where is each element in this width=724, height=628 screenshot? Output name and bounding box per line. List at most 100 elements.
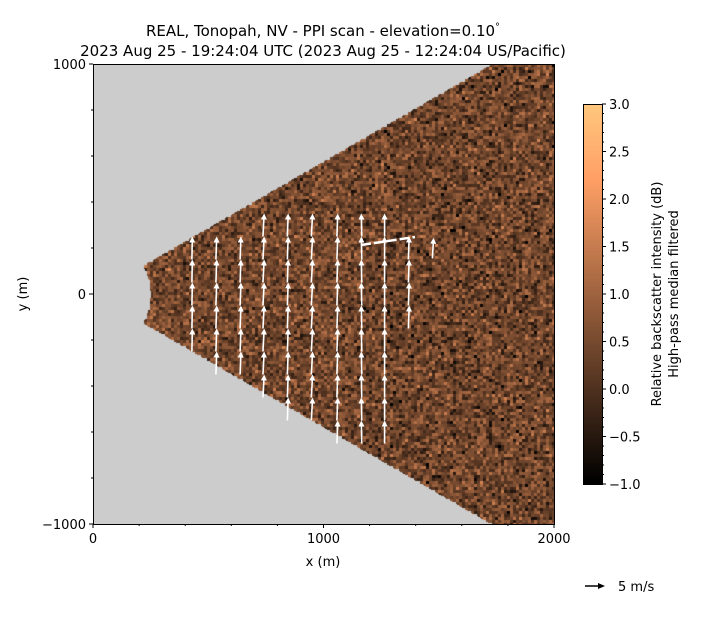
wind-vector-head — [358, 236, 365, 243]
wind-vector-head — [309, 282, 316, 289]
wind-vector — [309, 328, 316, 352]
wind-vector — [189, 236, 196, 260]
wind-vector-shaft — [286, 310, 289, 329]
wind-vector-head — [213, 259, 220, 266]
quiver-key: 5 m/s — [585, 580, 654, 595]
wind-vector — [284, 213, 291, 237]
wind-vector — [358, 397, 365, 421]
wind-vector — [237, 282, 244, 306]
wind-vector-head — [284, 328, 291, 335]
wind-vector-head — [260, 259, 267, 266]
wind-vector-shaft — [431, 242, 435, 259]
y-axis-label: y (m) — [16, 277, 31, 312]
wind-vector-shaft — [310, 264, 314, 283]
wind-vector-head — [334, 259, 341, 266]
wind-vector-head — [189, 282, 196, 289]
wind-vector-head — [358, 305, 365, 312]
wind-vector-shaft — [336, 264, 339, 283]
wind-vector-head — [260, 282, 267, 289]
wind-vector — [381, 328, 388, 352]
colorbar-tick-label: 2.0 — [609, 193, 630, 208]
wind-vector-shaft — [215, 241, 218, 260]
wind-vector-shaft — [336, 241, 339, 260]
wind-vector-shaft — [407, 241, 410, 260]
y-tick-label: 1000 — [53, 58, 86, 73]
wind-vector — [213, 259, 220, 283]
wind-vector-shaft — [310, 333, 314, 352]
wind-vector — [430, 237, 437, 259]
wind-vector-head — [260, 236, 267, 243]
wind-vector-shaft — [407, 310, 410, 329]
wind-vector — [358, 236, 365, 260]
quiver-key-arrowhead — [598, 583, 605, 589]
wind-vector — [381, 397, 388, 421]
wind-vector-shaft — [286, 379, 289, 398]
wind-vector — [213, 236, 220, 260]
wind-vector-shaft — [215, 356, 218, 375]
wind-vector-shaft — [262, 218, 265, 237]
wind-vector — [405, 282, 412, 306]
wind-vector-head — [237, 305, 244, 312]
wind-vector — [405, 259, 412, 283]
wind-vector-head — [260, 213, 267, 220]
wind-vector-head — [334, 282, 341, 289]
wind-vector-head — [284, 374, 291, 381]
wind-vector — [309, 259, 316, 283]
wind-vector — [309, 305, 316, 329]
wind-vector-shaft — [336, 379, 339, 398]
wind-vector-head — [284, 236, 291, 243]
wind-vector-head — [260, 328, 267, 335]
colorbar-tick-label: 1.5 — [609, 241, 630, 256]
wind-vector-head — [358, 397, 365, 404]
wind-vector-head — [430, 237, 437, 244]
wind-vector — [381, 259, 388, 283]
wind-vector-shaft — [286, 264, 289, 283]
wind-vector-head — [405, 282, 412, 289]
colorbar-tick-label: 1.0 — [609, 288, 630, 303]
wind-vector — [309, 282, 316, 306]
colorbar-gradient — [583, 104, 602, 484]
wind-vector-head — [213, 236, 220, 243]
wind-vector — [237, 259, 244, 283]
wind-vector-head — [284, 397, 291, 404]
wind-vector-shaft — [310, 218, 314, 237]
wind-vector-head — [309, 259, 316, 266]
wind-vector-shaft — [336, 310, 339, 329]
wind-vector-head — [358, 282, 365, 289]
wind-vector-shaft — [310, 241, 314, 260]
colorbar-frame — [583, 104, 603, 485]
wind-vector — [334, 305, 341, 329]
wind-vector-shaft — [215, 310, 218, 329]
wind-vector — [334, 397, 341, 421]
wind-vector — [260, 351, 267, 375]
wind-vector-head — [309, 328, 316, 335]
wind-vector-head — [358, 259, 365, 266]
colorbar-tick-label: 3.0 — [609, 98, 630, 113]
wind-vector-shaft — [215, 264, 218, 283]
wind-vector-shaft — [336, 287, 339, 306]
wind-vector — [284, 328, 291, 352]
y-tick-label: −1000 — [42, 518, 86, 533]
wind-vector-shaft — [262, 264, 265, 283]
wind-vector-head — [381, 397, 388, 404]
wind-vector-shaft — [262, 356, 265, 375]
wind-vector — [334, 420, 341, 444]
wind-vector — [334, 259, 341, 283]
wind-vector-shaft — [239, 241, 242, 260]
wind-vector-head — [358, 374, 365, 381]
wind-vector-shaft — [407, 264, 410, 283]
wind-vector-head — [237, 282, 244, 289]
wind-vector — [284, 374, 291, 398]
wind-vector-shaft — [286, 287, 289, 306]
wind-vector — [358, 259, 365, 283]
wind-vector-head — [334, 351, 341, 358]
wind-vector-shaft — [310, 379, 314, 398]
wind-vector — [334, 282, 341, 306]
wind-vector — [381, 282, 388, 306]
wind-vector-head — [284, 259, 291, 266]
wind-vector — [334, 236, 341, 260]
quiver-key-label: 5 m/s — [618, 580, 654, 595]
wind-vector — [381, 351, 388, 375]
wind-vector-head — [237, 259, 244, 266]
